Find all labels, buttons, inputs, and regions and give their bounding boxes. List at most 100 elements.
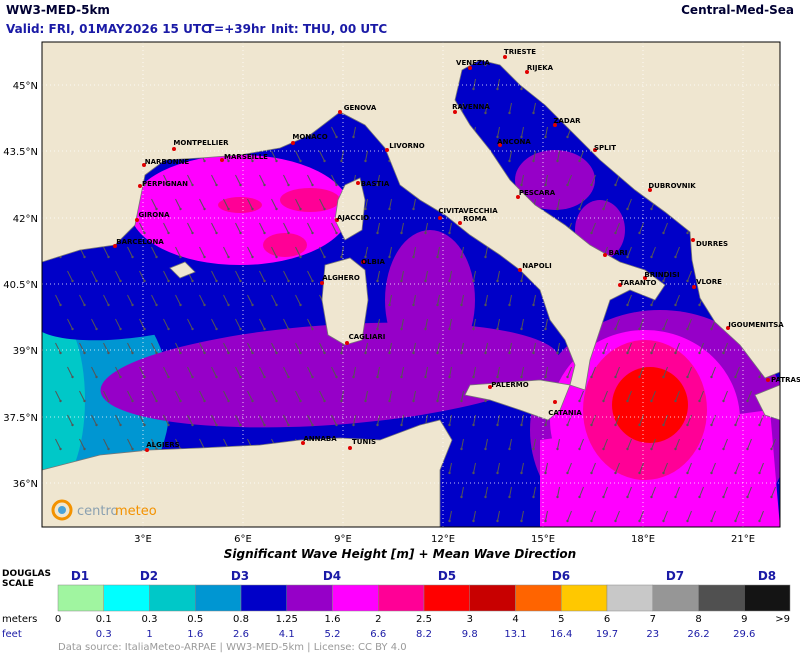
direction-arrowhead bbox=[143, 327, 146, 331]
direction-arrow bbox=[115, 270, 121, 282]
direction-arrowhead bbox=[566, 375, 569, 379]
direction-arrowhead bbox=[448, 231, 451, 235]
direction-arrow bbox=[199, 246, 205, 258]
city-dot bbox=[356, 181, 360, 185]
direction-arrow bbox=[497, 366, 500, 378]
lon-label: 15°E bbox=[531, 534, 555, 545]
direction-arrow bbox=[567, 510, 572, 522]
city-dot bbox=[488, 385, 492, 389]
direction-arrowhead bbox=[83, 447, 86, 451]
direction-arrowhead bbox=[484, 303, 487, 307]
direction-arrow bbox=[675, 486, 680, 498]
direction-arrow bbox=[687, 318, 692, 330]
direction-arrowhead bbox=[520, 327, 523, 331]
direction-arrowhead bbox=[412, 351, 415, 355]
lat-label: 43.5°N bbox=[3, 147, 38, 158]
meters-label: 1.6 bbox=[325, 614, 341, 625]
direction-arrow bbox=[521, 366, 524, 378]
direction-arrowhead bbox=[263, 279, 266, 283]
direction-arrowhead bbox=[364, 159, 367, 163]
direction-arrowhead bbox=[275, 159, 278, 163]
direction-arrow bbox=[389, 294, 392, 306]
direction-arrow bbox=[103, 294, 109, 306]
city-dot bbox=[361, 260, 365, 264]
direction-arrow bbox=[353, 366, 356, 378]
direction-arrowhead bbox=[662, 375, 665, 379]
direction-arrow bbox=[187, 414, 193, 426]
direction-arrowhead bbox=[340, 255, 343, 259]
city-label: AJACCIO bbox=[337, 214, 369, 222]
direction-arrowhead bbox=[472, 327, 475, 331]
direction-arrowhead bbox=[227, 159, 230, 163]
direction-arrow bbox=[187, 222, 193, 234]
direction-arrow bbox=[425, 318, 428, 330]
direction-arrow bbox=[91, 270, 97, 282]
direction-arrow bbox=[557, 150, 560, 162]
direction-arrow bbox=[627, 438, 632, 450]
direction-arrow bbox=[461, 246, 464, 258]
direction-arrow bbox=[283, 270, 289, 282]
direction-arrowhead bbox=[215, 231, 218, 235]
color-cell bbox=[698, 584, 745, 612]
direction-arrow bbox=[55, 342, 61, 354]
direction-arrowhead bbox=[335, 375, 338, 379]
direction-arrowhead bbox=[311, 279, 314, 283]
city-label: MONTPELLIER bbox=[173, 139, 229, 147]
direction-arrowhead bbox=[722, 447, 725, 451]
direction-arrow bbox=[377, 222, 380, 234]
direction-arrowhead bbox=[758, 423, 761, 427]
direction-arrowhead bbox=[674, 351, 677, 355]
direction-arrowhead bbox=[746, 447, 749, 451]
direction-arrow bbox=[341, 150, 344, 162]
direction-arrowhead bbox=[686, 375, 689, 379]
direction-arrowhead bbox=[710, 423, 713, 427]
direction-arrow bbox=[639, 510, 644, 522]
douglas-label: D6 bbox=[552, 569, 570, 583]
color-cell bbox=[606, 584, 653, 612]
direction-arrow bbox=[271, 150, 277, 162]
city-label: PESCARA bbox=[519, 189, 556, 197]
direction-arrowhead bbox=[376, 231, 379, 235]
direction-arrow bbox=[579, 198, 584, 210]
direction-arrow bbox=[461, 486, 464, 498]
direction-arrowhead bbox=[566, 471, 569, 475]
direction-arrow bbox=[353, 414, 356, 426]
direction-arrow bbox=[437, 294, 440, 306]
direction-arrowhead bbox=[614, 231, 617, 235]
direction-arrowhead bbox=[460, 447, 463, 451]
wave-area bbox=[385, 230, 475, 370]
meters-label: 0.5 bbox=[187, 614, 203, 625]
meters-label: 4 bbox=[512, 614, 518, 625]
color-cell bbox=[652, 584, 699, 612]
direction-arrowhead bbox=[191, 327, 194, 331]
direction-arrow bbox=[163, 414, 169, 426]
direction-arrow bbox=[103, 438, 109, 450]
city-dot bbox=[348, 446, 352, 450]
direction-arrowhead bbox=[287, 327, 290, 331]
direction-arrowhead bbox=[532, 447, 535, 451]
map-frame bbox=[41, 41, 781, 528]
direction-arrow bbox=[163, 318, 169, 330]
direction-arrow bbox=[175, 294, 181, 306]
direction-arrow bbox=[675, 390, 680, 402]
direction-arrow bbox=[497, 126, 500, 138]
feet-label: 4.1 bbox=[279, 629, 295, 640]
direction-arrowhead bbox=[436, 303, 439, 307]
direction-arrowhead bbox=[638, 519, 641, 523]
city-label: GENOVA bbox=[344, 104, 377, 112]
direction-arrowhead bbox=[227, 351, 230, 355]
direction-arrow bbox=[247, 342, 253, 354]
direction-arrowhead bbox=[119, 423, 122, 427]
direction-arrow bbox=[723, 390, 728, 402]
direction-arrow bbox=[331, 414, 337, 426]
direction-arrowhead bbox=[203, 207, 206, 211]
direction-arrow bbox=[639, 462, 644, 474]
direction-arrow bbox=[271, 390, 277, 402]
direction-arrow bbox=[259, 222, 265, 234]
direction-arrowhead bbox=[119, 279, 122, 283]
direction-arrow bbox=[341, 390, 344, 402]
direction-arrow bbox=[139, 366, 145, 378]
direction-arrowhead bbox=[352, 423, 355, 427]
direction-arrowhead bbox=[287, 279, 290, 283]
city-label: VLORE bbox=[696, 278, 722, 286]
